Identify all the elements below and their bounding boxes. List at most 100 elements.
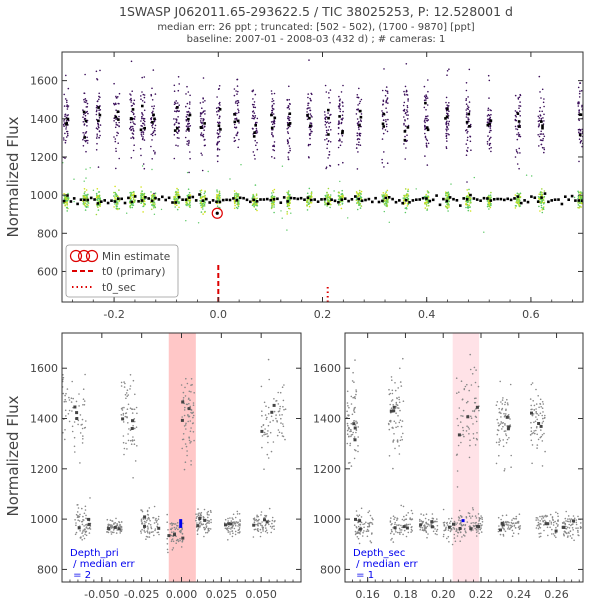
data-point: [511, 529, 514, 532]
data-point: [201, 122, 203, 124]
data-point: [535, 519, 537, 521]
data-point: [353, 457, 356, 460]
binned-point: [76, 202, 79, 206]
data-point: [486, 205, 489, 208]
data-point: [366, 528, 369, 531]
data-point: [472, 529, 474, 531]
data-point: [543, 135, 546, 138]
data-point: [85, 131, 88, 133]
data-point: [446, 521, 449, 524]
data-point: [254, 196, 256, 198]
data-point: [515, 128, 517, 130]
binned-point: [533, 196, 537, 199]
data-point: [142, 119, 145, 122]
data-point: [204, 211, 206, 214]
data-point: [469, 444, 471, 447]
data-point: [253, 202, 255, 204]
data-point: [569, 520, 572, 523]
data-point: [327, 194, 330, 196]
data-point: [508, 521, 510, 524]
data-point: [466, 150, 469, 153]
data-point: [204, 191, 206, 193]
data-point: [181, 539, 184, 542]
data-point: [445, 146, 448, 148]
data-point: [462, 409, 465, 412]
data-point: [488, 208, 490, 210]
legend-label-t0-primary: t0 (primary): [102, 266, 165, 278]
data-point: [99, 203, 102, 205]
binned-point: [110, 199, 113, 202]
data-point: [265, 514, 268, 517]
data-point: [497, 422, 500, 424]
data-point: [234, 196, 237, 199]
binned-point: [299, 196, 303, 200]
binned-point: [546, 522, 550, 526]
data-point: [84, 373, 86, 376]
data-point: [172, 540, 175, 543]
data-point: [445, 137, 448, 139]
binned-point: [309, 124, 312, 128]
data-point: [510, 526, 512, 529]
data-point: [502, 425, 504, 428]
data-point: [564, 517, 567, 520]
binned-point: [152, 113, 155, 117]
binned-point: [201, 199, 205, 202]
data-point: [569, 535, 572, 537]
data-point: [208, 520, 210, 523]
data-point: [342, 84, 344, 87]
binned-point: [426, 126, 429, 129]
data-point: [360, 192, 362, 195]
data-point: [271, 527, 273, 529]
data-point: [171, 549, 174, 551]
data-point: [265, 529, 268, 531]
data-point: [126, 416, 128, 419]
data-point: [325, 166, 328, 168]
data-point: [171, 527, 173, 529]
data-point: [420, 513, 422, 515]
data-point: [356, 96, 359, 99]
data-point: [260, 531, 262, 534]
data-point: [197, 508, 199, 510]
data-point: [327, 112, 329, 114]
data-point: [143, 520, 146, 523]
binned-point: [374, 196, 377, 200]
data-point: [547, 534, 549, 537]
data-point: [309, 113, 312, 115]
data-point: [357, 426, 360, 428]
data-point: [151, 132, 154, 135]
y-tick-label: 600: [37, 265, 58, 278]
data-point: [68, 420, 71, 423]
data-point: [190, 391, 192, 393]
outlier-point: [151, 168, 153, 171]
data-point: [252, 151, 255, 153]
data-point: [541, 110, 543, 113]
data-point: [402, 104, 405, 107]
data-point: [118, 121, 120, 124]
data-point: [176, 191, 178, 193]
data-point: [467, 147, 469, 149]
data-point: [133, 122, 135, 125]
data-point: [129, 127, 131, 130]
data-point: [406, 208, 408, 210]
data-point: [265, 527, 267, 529]
data-point: [579, 526, 582, 528]
data-point: [447, 128, 449, 130]
data-point: [543, 190, 546, 192]
data-point: [542, 207, 544, 209]
data-point: [497, 516, 500, 519]
data-point: [216, 111, 218, 113]
data-point: [507, 528, 509, 530]
data-point: [267, 424, 270, 427]
data-point: [97, 122, 99, 124]
binned-point: [215, 200, 218, 204]
data-point: [568, 527, 571, 529]
data-point: [85, 534, 88, 537]
data-point: [400, 385, 403, 387]
data-point: [84, 191, 86, 193]
data-point: [324, 194, 327, 197]
data-point: [204, 100, 206, 102]
data-point: [196, 530, 199, 532]
data-point: [186, 382, 189, 385]
data-point: [188, 122, 191, 125]
data-point: [236, 521, 238, 524]
